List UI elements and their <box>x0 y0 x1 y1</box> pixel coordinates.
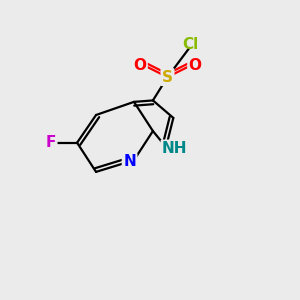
Text: N: N <box>123 154 136 169</box>
Text: NH: NH <box>162 141 188 156</box>
Text: Cl: Cl <box>183 38 199 52</box>
Text: S: S <box>162 70 173 85</box>
Text: O: O <box>133 58 146 73</box>
Text: O: O <box>189 58 202 73</box>
Text: F: F <box>46 135 56 150</box>
